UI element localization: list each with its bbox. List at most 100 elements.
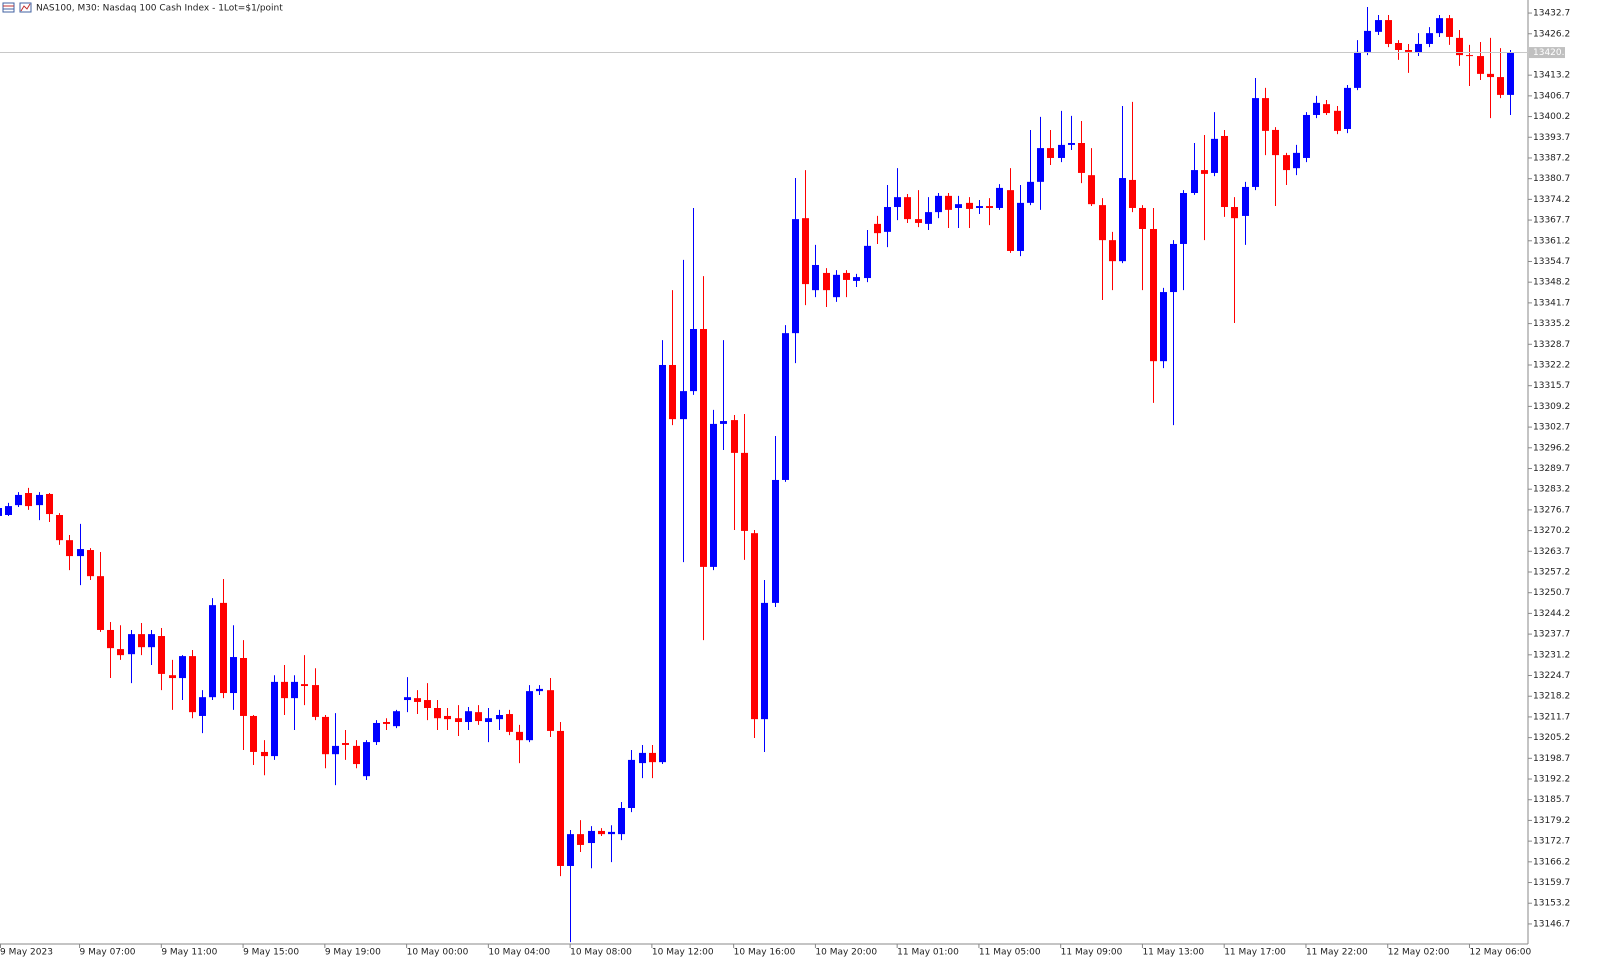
candle-body: [1191, 170, 1198, 194]
candle-body: [884, 207, 891, 232]
candle-body: [1446, 18, 1453, 37]
candle-body: [669, 364, 676, 420]
candle-body: [618, 808, 625, 835]
candle-body: [710, 423, 717, 567]
y-tick-label: 13146.7: [1533, 919, 1570, 929]
candle-body: [720, 421, 727, 424]
candle-body: [823, 272, 830, 291]
x-tick-label: 11 May 17:00: [1224, 948, 1286, 958]
icon-table: [2, 2, 15, 13]
x-tick-label: 9 May 19:00: [325, 948, 381, 958]
candle-body: [1160, 292, 1167, 362]
y-tick-label: 13205.2: [1533, 733, 1570, 743]
x-tick-label: 11 May 13:00: [1142, 948, 1204, 958]
y-tick-label: 13153.2: [1533, 899, 1570, 909]
y-tick-label: 13413.2: [1533, 71, 1570, 81]
candle-body: [853, 277, 860, 281]
last-price-box: [1529, 47, 1565, 59]
candle-body: [485, 718, 492, 723]
x-tick-label: 11 May 01:00: [897, 948, 959, 958]
candle-body: [864, 245, 871, 279]
y-tick-label: 13328.7: [1533, 340, 1570, 350]
candle-body: [158, 636, 165, 674]
candle-body: [220, 602, 227, 694]
candle-body: [46, 493, 53, 515]
candle-body: [833, 274, 840, 298]
candle-body: [812, 264, 819, 291]
candle-body: [894, 197, 901, 208]
candle-body: [1262, 98, 1269, 131]
candle-body: [986, 206, 993, 208]
candle-body: [1211, 138, 1218, 173]
x-tick-label: 10 May 20:00: [815, 948, 877, 958]
candle-body: [925, 212, 932, 224]
candle-body: [516, 731, 523, 741]
candle-body: [649, 752, 656, 763]
candle-body: [77, 549, 84, 557]
x-tick-label: 9 May 15:00: [243, 948, 299, 958]
y-tick-label: 13237.7: [1533, 630, 1570, 640]
candle-body: [434, 708, 441, 719]
y-tick-label: 13348.2: [1533, 278, 1570, 288]
x-tick-label: 9 May 07:00: [80, 948, 136, 958]
y-tick-label: 13426.2: [1533, 29, 1570, 39]
candle-body: [935, 195, 942, 213]
x-tick-label: 9 May 2023: [0, 948, 53, 958]
candle-body: [680, 391, 687, 420]
candle-body: [1242, 186, 1249, 216]
candle-body: [465, 711, 472, 723]
candle-body: [1456, 37, 1463, 56]
candle-body: [1047, 148, 1054, 158]
candle-body: [15, 494, 22, 506]
candle-body: [547, 690, 554, 731]
candle-body: [731, 420, 738, 453]
candle-body: [1283, 155, 1290, 171]
candle-body: [996, 187, 1003, 208]
header-icons: [2, 2, 32, 13]
candle-body: [0, 507, 2, 516]
candle-body: [97, 576, 104, 630]
x-tick-label: 10 May 16:00: [734, 948, 796, 958]
candle-body: [179, 656, 186, 679]
candle-body: [322, 716, 329, 755]
candle-body: [690, 328, 697, 392]
candle-body: [904, 197, 911, 220]
y-tick-label: 13159.7: [1533, 878, 1570, 888]
candle-body: [312, 685, 319, 717]
candle-body: [138, 634, 145, 648]
candle-body: [424, 700, 431, 708]
candle-body: [772, 479, 779, 603]
candle-body: [639, 752, 646, 764]
candle-body: [1180, 193, 1187, 244]
candle-body: [1375, 20, 1382, 32]
candle-body: [955, 204, 962, 208]
candle-body: [802, 218, 809, 285]
candle-body: [1109, 240, 1116, 262]
y-tick-label: 13244.2: [1533, 609, 1570, 619]
y-tick-label: 13406.7: [1533, 91, 1570, 101]
y-tick-label: 13302.7: [1533, 423, 1570, 433]
candle-body: [1385, 20, 1392, 44]
candle-body: [414, 698, 421, 702]
x-tick-label: 11 May 22:00: [1306, 948, 1368, 958]
candle-body: [1395, 42, 1402, 51]
candle-body: [598, 830, 605, 835]
candle-body: [250, 715, 257, 752]
candle-body: [843, 272, 850, 280]
y-tick-label: 13283.2: [1533, 485, 1570, 495]
y-tick-label: 13309.2: [1533, 402, 1570, 412]
candle-body: [1201, 170, 1208, 174]
x-tick-label: 10 May 00:00: [407, 948, 469, 958]
candle-body: [363, 742, 370, 777]
candle-body: [1088, 175, 1095, 205]
candle-body: [751, 533, 758, 720]
candle-body: [455, 718, 462, 723]
candle-body: [240, 657, 247, 716]
y-tick-label: 13432.7: [1533, 9, 1570, 19]
y-tick-label: 13341.7: [1533, 298, 1570, 308]
candle-body: [281, 681, 288, 699]
y-tick-label: 13185.7: [1533, 795, 1570, 805]
candle-body: [496, 715, 503, 720]
candle-body: [1497, 77, 1504, 95]
candle-body: [1354, 51, 1361, 88]
